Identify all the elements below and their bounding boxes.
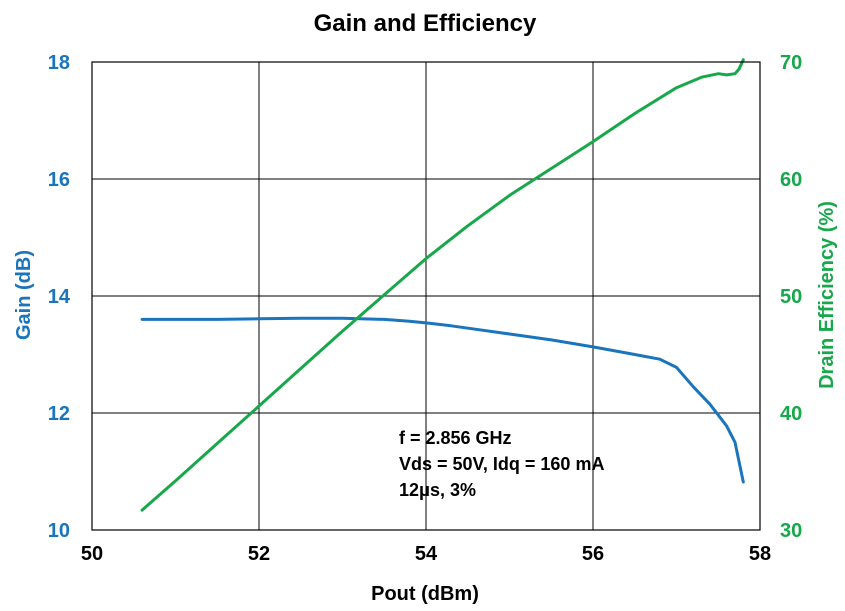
plot-frame — [91, 61, 761, 531]
y-right-tick-label: 40 — [780, 403, 802, 425]
efficiency-series-line — [140, 58, 745, 512]
y-left-tick-label: 12 — [48, 403, 70, 425]
annotation-bias: Vds = 50V, Idq = 160 mA — [399, 454, 604, 474]
y-left-tick-label: 18 — [48, 52, 70, 74]
y-right-tick-label: 50 — [780, 286, 802, 308]
x-tick-label: 52 — [248, 543, 270, 565]
y-right-tick-label: 60 — [780, 169, 802, 191]
x-tick-label: 54 — [415, 543, 438, 565]
y-right-axis-label: Drain Efficiency (%) — [816, 201, 838, 389]
gain-series-line — [140, 316, 745, 484]
x-tick-label: 50 — [81, 543, 103, 565]
y-right-tick-label: 30 — [780, 520, 802, 542]
x-tick-label: 58 — [749, 543, 771, 565]
tick-labels: 50 52 54 56 58 10 12 14 16 18 30 40 50 60 70 — [48, 52, 803, 565]
x-axis-label: Pout (dBm) — [371, 583, 479, 605]
y-right-tick-label: 70 — [780, 52, 802, 74]
y-left-tick-label: 16 — [48, 169, 70, 191]
annotation-frequency: f = 2.856 GHz — [399, 428, 512, 448]
annotation-box: f = 2.856 GHz Vds = 50V, Idq = 160 mA 12… — [399, 428, 604, 500]
y-left-axis-label: Gain (dB) — [13, 250, 35, 340]
y-left-tick-label: 14 — [48, 286, 71, 308]
x-tick-label: 56 — [582, 543, 604, 565]
chart-title: Gain and Efficiency — [314, 10, 537, 37]
annotation-pulse: 12μs, 3% — [399, 480, 476, 500]
y-left-tick-label: 10 — [48, 520, 70, 542]
series-lines — [140, 58, 745, 512]
